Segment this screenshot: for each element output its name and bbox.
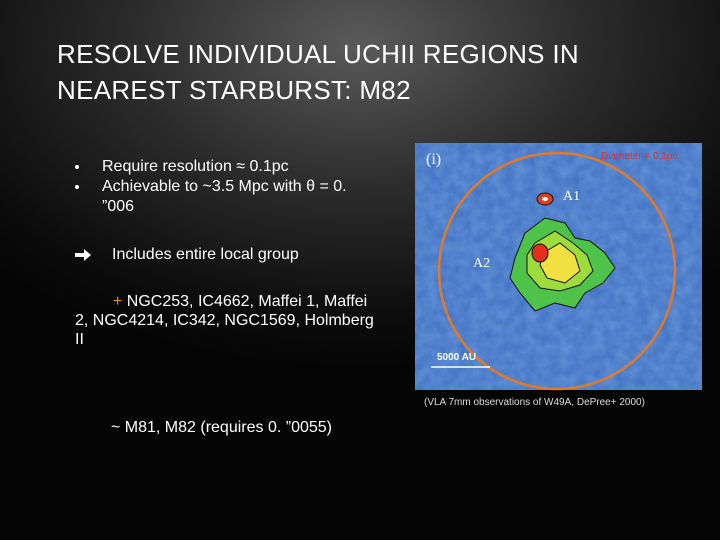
source-label: A2 xyxy=(473,256,490,271)
bullet: Require resolution ≈ 0.1pc xyxy=(72,157,372,177)
panel-label: (i) xyxy=(426,151,441,168)
slide-title: RESOLVE INDIVIDUAL UCHII REGIONS IN NEAR… xyxy=(57,39,579,105)
bullet: Achievable to ~3.5 Mpc with θ = 0. ”006 xyxy=(72,177,372,217)
galaxy-list: + NGC253, IC4662, Maffei 1, Maffei 2, NG… xyxy=(75,292,375,349)
diameter-label: Diameter = 0.1pc xyxy=(601,151,677,162)
plus-sign: + xyxy=(113,293,123,310)
galaxy-text: NGC253, IC4662, Maffei 1, Maffei 2, NGC4… xyxy=(75,293,374,348)
m81-m82-text: ~ M81, M82 (requires 0. ”0055) xyxy=(111,419,332,436)
arrow-icon xyxy=(75,249,91,261)
figure-caption: (VLA 7mm observations of W49A, DePree+ 2… xyxy=(424,397,645,408)
scale-label: 5000 AU xyxy=(437,352,476,363)
bullet-list: Require resolution ≈ 0.1pc Achievable to… xyxy=(72,157,372,217)
source-label: A1 xyxy=(563,189,580,204)
radio-image: (i) Diameter = 0.1pc A1 A2 5000 AU xyxy=(415,143,702,391)
arrow-text: Includes entire local group xyxy=(112,246,299,263)
